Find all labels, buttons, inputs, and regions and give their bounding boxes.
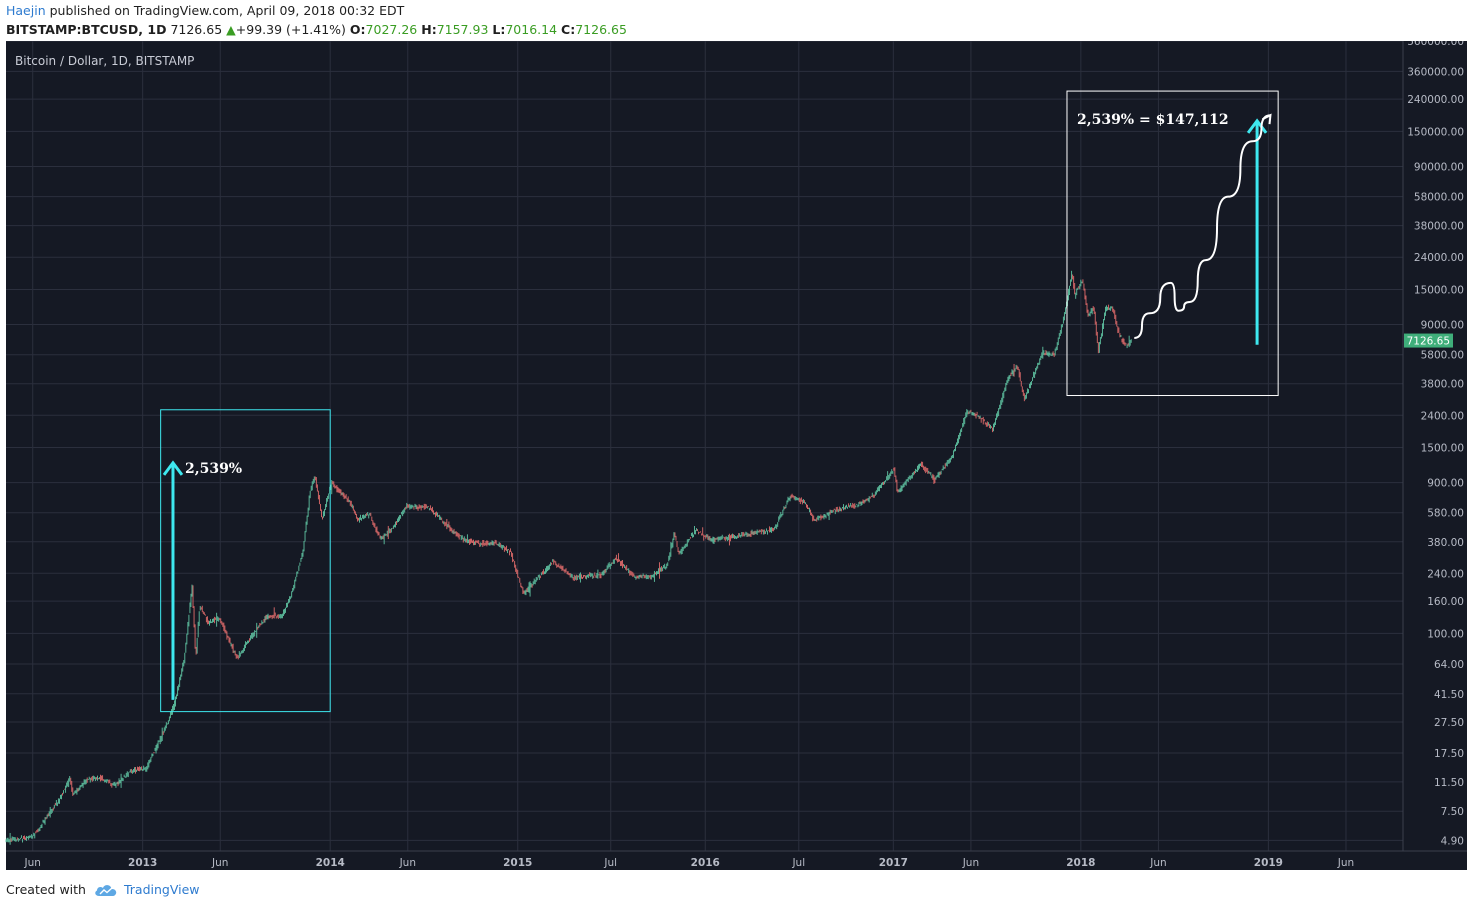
ohlc-bar: BITSTAMP:BTCUSD, 1D 7126.65 ▲+99.39 (+1.…	[6, 22, 627, 37]
price-tick-label: 38000.00	[1414, 221, 1464, 233]
price-tick-label: 160.00	[1427, 596, 1464, 608]
projection-arrowhead	[1261, 113, 1272, 125]
price-tick-label: 90000.00	[1414, 161, 1464, 173]
price-tick-label: 380.00	[1427, 537, 1464, 549]
price-change: +99.39 (+1.41%)	[235, 22, 346, 37]
high-value: 7157.93	[436, 22, 489, 37]
price-tick-label: 5800.00	[1421, 350, 1464, 362]
up-arrow-icon: ▲	[226, 22, 236, 37]
time-tick-label: 2014	[316, 857, 345, 869]
time-tick-label: Jun	[399, 857, 416, 869]
price-tick-label: 15000.00	[1414, 284, 1464, 296]
left-percentage-label: 2,539%	[185, 461, 242, 477]
price-tick-label: 24000.00	[1414, 252, 1464, 264]
close-label: C:	[561, 22, 576, 37]
time-tick-label: Jun	[211, 857, 228, 869]
author-link[interactable]: Haejin	[6, 3, 46, 18]
price-axis[interactable]: 560000.00 360000.00 240000.00 150000.00 9000…	[1404, 41, 1464, 847]
time-axis[interactable]: Jun 2013 Jun 2014 Jun 2015 Jul 2016 Jul 2017 Jun 20…	[24, 857, 1355, 869]
projection-curve	[1134, 114, 1271, 339]
price-tick-label: 64.00	[1434, 659, 1464, 671]
chart-title: Bitcoin / Dollar, 1D, BITSTAMP	[15, 54, 194, 68]
price-tick-label: 240000.00	[1407, 94, 1464, 106]
right-target-label: 2,539% = $147,112	[1077, 112, 1229, 128]
time-tick-label: Jun	[1337, 857, 1354, 869]
price-tick-label: 360000.00	[1407, 66, 1464, 78]
low-label: L:	[492, 22, 506, 37]
price-tick-label: 2400.00	[1421, 410, 1464, 422]
chart-background	[6, 41, 1467, 870]
annotations: 2,539% 2,539% = $147,112	[160, 90, 1279, 713]
close-value: 7126.65	[575, 22, 627, 37]
time-tick-label: Jul	[791, 857, 805, 869]
price-chart[interactable]: 2,539% 2,539% = $147,112 560000.00 360000.…	[0, 41, 1473, 873]
footer: Created with TradingView	[6, 882, 200, 897]
time-tick-label: 2017	[879, 857, 908, 869]
open-value: 7027.26	[365, 22, 418, 37]
price-tick-label: 27.50	[1434, 717, 1464, 729]
last-price: 7126.65	[170, 22, 223, 37]
time-tick-label: 2015	[503, 857, 532, 869]
price-tick-label: 900.00	[1427, 478, 1464, 490]
time-tick-label: Jun	[24, 857, 41, 869]
publish-info: Haejin published on TradingView.com, Apr…	[6, 3, 404, 18]
price-tick-label: 4.90	[1441, 835, 1464, 847]
left-highlight-box	[160, 409, 331, 713]
open-label: O:	[349, 22, 366, 37]
last-price-badge	[1404, 333, 1453, 348]
published-text: published on TradingView.com, April 09, …	[49, 3, 405, 18]
price-tick-label: 9000.00	[1421, 320, 1464, 332]
high-label: H:	[421, 22, 437, 37]
price-tick-label: 41.50	[1434, 689, 1464, 701]
price-tick-label: 100.00	[1427, 628, 1464, 640]
time-tick-label: 2019	[1254, 857, 1283, 869]
price-tick-label: 17.50	[1434, 748, 1464, 760]
right-highlight-box	[1066, 90, 1279, 397]
price-tick-label: 150000.00	[1407, 126, 1464, 138]
time-tick-label: 2018	[1066, 857, 1095, 869]
price-tick-label: 7.50	[1441, 806, 1464, 818]
time-tick-label: 2013	[128, 857, 157, 869]
time-tick-label: Jun	[962, 857, 979, 869]
price-tick-label: 1500.00	[1421, 443, 1464, 455]
price-tick-label: 240.00	[1427, 568, 1464, 580]
created-with-text: Created with	[6, 882, 86, 897]
symbol-label: BITSTAMP:BTCUSD, 1D	[6, 22, 167, 37]
price-tick-label: 11.50	[1434, 777, 1464, 789]
low-value: 7016.14	[505, 22, 558, 37]
price-tick-label: 560000.00	[1407, 41, 1464, 48]
tradingview-cloud-icon	[95, 884, 117, 896]
time-tick-label: Jul	[603, 857, 617, 869]
last-price-badge-label: 7126.65	[1407, 336, 1450, 348]
price-tick-label: 580.00	[1427, 508, 1464, 520]
time-tick-label: Jun	[1149, 857, 1166, 869]
price-tick-label: 3800.00	[1421, 379, 1464, 391]
tradingview-brand-link[interactable]: TradingView	[123, 882, 200, 897]
candles	[5, 270, 1132, 845]
right-up-arrowhead	[1246, 118, 1268, 134]
left-up-arrowhead	[162, 460, 184, 476]
grid	[6, 41, 1403, 851]
price-tick-label: 58000.00	[1414, 192, 1464, 204]
time-tick-label: 2016	[691, 857, 720, 869]
